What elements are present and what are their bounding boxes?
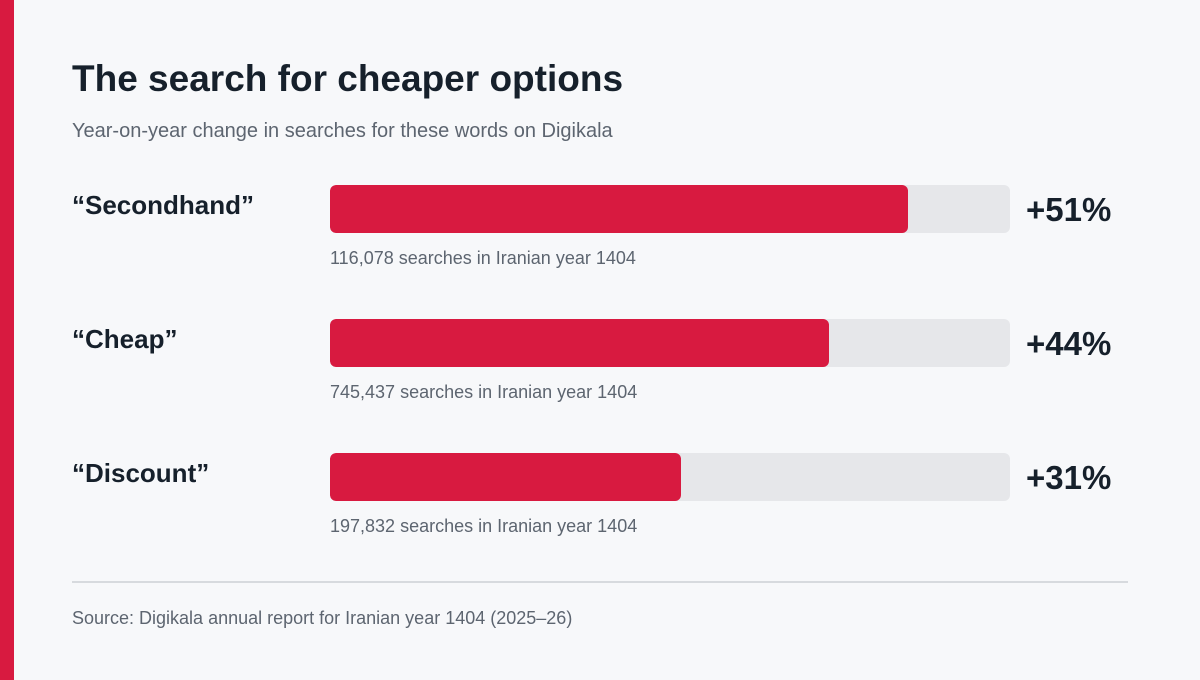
search-count-note: 116,078 searches in Iranian year 1404 bbox=[330, 248, 636, 268]
chart-subtitle: Year-on-year change in searches for thes… bbox=[72, 120, 613, 142]
bar-fill bbox=[330, 319, 829, 367]
bar-row-discount: “Discount” +31% 197,832 searches in Iran… bbox=[0, 453, 1200, 553]
value-label: +51% bbox=[1026, 191, 1112, 228]
category-label: “Discount” bbox=[72, 458, 210, 488]
chart-title: The search for cheaper options bbox=[72, 58, 624, 99]
value-label: +31% bbox=[1026, 459, 1112, 496]
search-count-note: 197,832 searches in Iranian year 1404 bbox=[330, 516, 638, 536]
search-count-note: 745,437 searches in Iranian year 1404 bbox=[330, 382, 638, 402]
category-label: “Secondhand” bbox=[72, 190, 255, 220]
bar-fill bbox=[330, 185, 908, 233]
bar-track bbox=[330, 319, 1010, 367]
bar-row-secondhand: “Secondhand” +51% 116,078 searches in Ir… bbox=[0, 185, 1200, 285]
bar-track bbox=[330, 453, 1010, 501]
bar-fill bbox=[330, 453, 681, 501]
divider bbox=[72, 581, 1128, 583]
source-note: Source: Digikala annual report for Irani… bbox=[72, 608, 573, 628]
bar-track bbox=[330, 185, 1010, 233]
category-label: “Cheap” bbox=[72, 324, 178, 354]
accent-stripe bbox=[0, 0, 14, 680]
value-label: +44% bbox=[1026, 325, 1112, 362]
bar-row-cheap: “Cheap” +44% 745,437 searches in Iranian… bbox=[0, 319, 1200, 419]
